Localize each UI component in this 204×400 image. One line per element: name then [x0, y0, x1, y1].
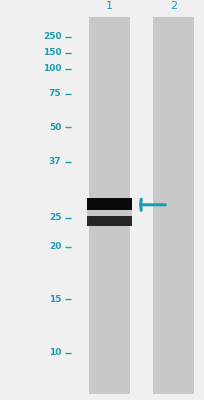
- Text: 75: 75: [49, 90, 61, 98]
- Bar: [87, 216, 132, 226]
- Bar: [87, 210, 132, 216]
- Text: 20: 20: [49, 242, 61, 251]
- Text: 25: 25: [49, 214, 61, 222]
- Bar: [89, 17, 130, 394]
- Text: 37: 37: [49, 158, 61, 166]
- Text: 15: 15: [49, 295, 61, 304]
- Bar: [152, 17, 193, 394]
- Bar: [87, 198, 132, 210]
- Text: 1: 1: [106, 1, 113, 11]
- Text: 100: 100: [43, 64, 61, 73]
- Text: 10: 10: [49, 348, 61, 357]
- Text: 2: 2: [169, 1, 176, 11]
- Text: 50: 50: [49, 123, 61, 132]
- Text: 150: 150: [43, 48, 61, 57]
- Text: 250: 250: [43, 32, 61, 41]
